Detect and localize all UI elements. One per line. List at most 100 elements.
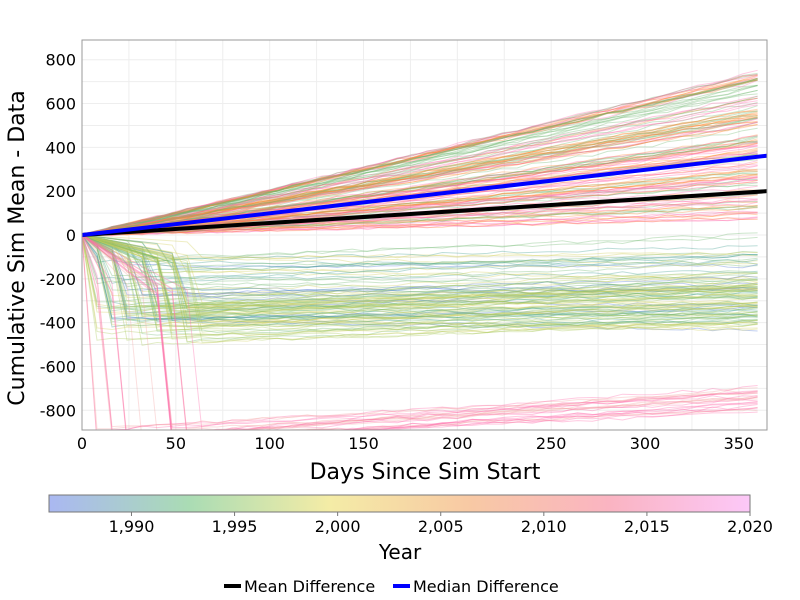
simulation-line: [82, 234, 758, 274]
simulation-line: [82, 205, 758, 237]
simulation-line: [82, 170, 758, 235]
simulation-line: [82, 234, 758, 295]
simulation-line: [82, 212, 758, 236]
legend: Mean Difference Median Difference: [224, 577, 559, 596]
simulation-line: [82, 234, 758, 430]
simulation-line: [82, 102, 758, 237]
simulation-line: [82, 234, 758, 328]
simulation-line: [82, 84, 758, 237]
series-line: [82, 189, 767, 237]
simulation-line: [82, 234, 758, 321]
simulation-line: [82, 124, 758, 237]
simulation-line: [82, 234, 758, 323]
simulation-line: [82, 121, 758, 236]
simulation-line: [82, 179, 758, 236]
colorbar: [48, 494, 751, 513]
simulation-line: [82, 84, 758, 237]
simulation-line: [82, 234, 758, 430]
simulation-line: [82, 234, 758, 328]
simulation-line: [82, 79, 758, 236]
x-tick-label: 250: [536, 434, 567, 453]
simulation-line: [82, 234, 758, 315]
simulation-line: [82, 234, 758, 310]
simulation-line: [82, 113, 758, 235]
simulation-line: [82, 234, 758, 430]
simulation-line: [82, 234, 758, 265]
simulation-line: [82, 118, 758, 237]
simulation-line: [82, 234, 758, 315]
simulation-line: [82, 93, 758, 237]
simulation-line: [82, 234, 758, 308]
simulation-line: [82, 234, 758, 346]
simulation-line: [82, 234, 758, 284]
simulation-line: [82, 234, 758, 298]
simulation-line: [82, 234, 758, 341]
simulation-line: [82, 234, 758, 327]
simulation-line: [82, 234, 758, 328]
simulation-line: [82, 144, 758, 235]
simulation-line: [82, 122, 758, 236]
simulation-line: [82, 234, 758, 430]
y-tick-label: -400: [40, 314, 76, 333]
simulation-line: [82, 234, 758, 313]
simulation-line: [82, 179, 758, 235]
simulation-line: [82, 136, 758, 237]
simulation-line: [82, 95, 758, 237]
simulation-line: [82, 234, 758, 298]
simulation-line: [82, 234, 758, 283]
simulation-line: [82, 234, 758, 318]
simulation-line: [82, 234, 758, 336]
simulation-line: [82, 234, 758, 430]
simulation-line: [82, 234, 758, 430]
simulation-line: [82, 134, 758, 237]
simulation-line: [82, 234, 758, 320]
simulation-line: [82, 234, 758, 341]
simulation-line: [82, 211, 758, 236]
simulation-line: [82, 180, 758, 237]
simulation-line: [82, 206, 758, 236]
simulation-line: [82, 100, 758, 237]
simulation-line: [82, 234, 758, 430]
simulation-line: [82, 212, 758, 236]
y-tick-label: 600: [45, 95, 76, 114]
x-tick-label: 50: [166, 434, 186, 453]
simulation-line: [82, 117, 758, 235]
simulation-line: [82, 234, 758, 331]
simulation-line: [82, 89, 758, 237]
simulation-line: [82, 234, 758, 281]
simulation-line: [82, 234, 758, 318]
simulation-line: [82, 234, 758, 311]
simulation-line: [82, 135, 758, 236]
simulation-line: [82, 234, 758, 317]
simulation-line: [82, 234, 758, 430]
simulation-line: [82, 234, 758, 332]
simulation-line: [82, 182, 758, 237]
simulation-line: [82, 234, 758, 269]
simulation-line: [82, 176, 758, 235]
x-tick-label: 200: [442, 434, 473, 453]
simulation-line: [82, 234, 758, 305]
simulation-line: [82, 234, 758, 430]
simulation-line: [82, 234, 758, 296]
simulation-line: [82, 234, 758, 304]
simulation-line: [82, 142, 758, 237]
simulation-line: [82, 210, 758, 237]
simulation-line: [82, 234, 758, 320]
simulation-line: [82, 111, 758, 236]
simulation-line: [82, 234, 758, 331]
simulation-line: [82, 142, 758, 235]
legend-label-mean: Mean Difference: [244, 577, 375, 596]
y-axis: 800 600 400 200 0 -200 -400 -600 -800: [40, 51, 76, 421]
simulation-line: [82, 234, 758, 322]
simulation-line: [82, 218, 758, 237]
simulation-line: [82, 234, 758, 430]
simulation-line: [82, 135, 758, 237]
simulation-line: [82, 79, 758, 237]
colorbar-tick-label: 2,000: [315, 517, 361, 536]
simulation-line: [82, 234, 758, 317]
simulation-line: [82, 234, 758, 313]
simulation-line: [82, 117, 758, 236]
simulation-line: [82, 234, 758, 430]
simulation-line: [82, 234, 758, 337]
simulation-line: [82, 234, 758, 292]
